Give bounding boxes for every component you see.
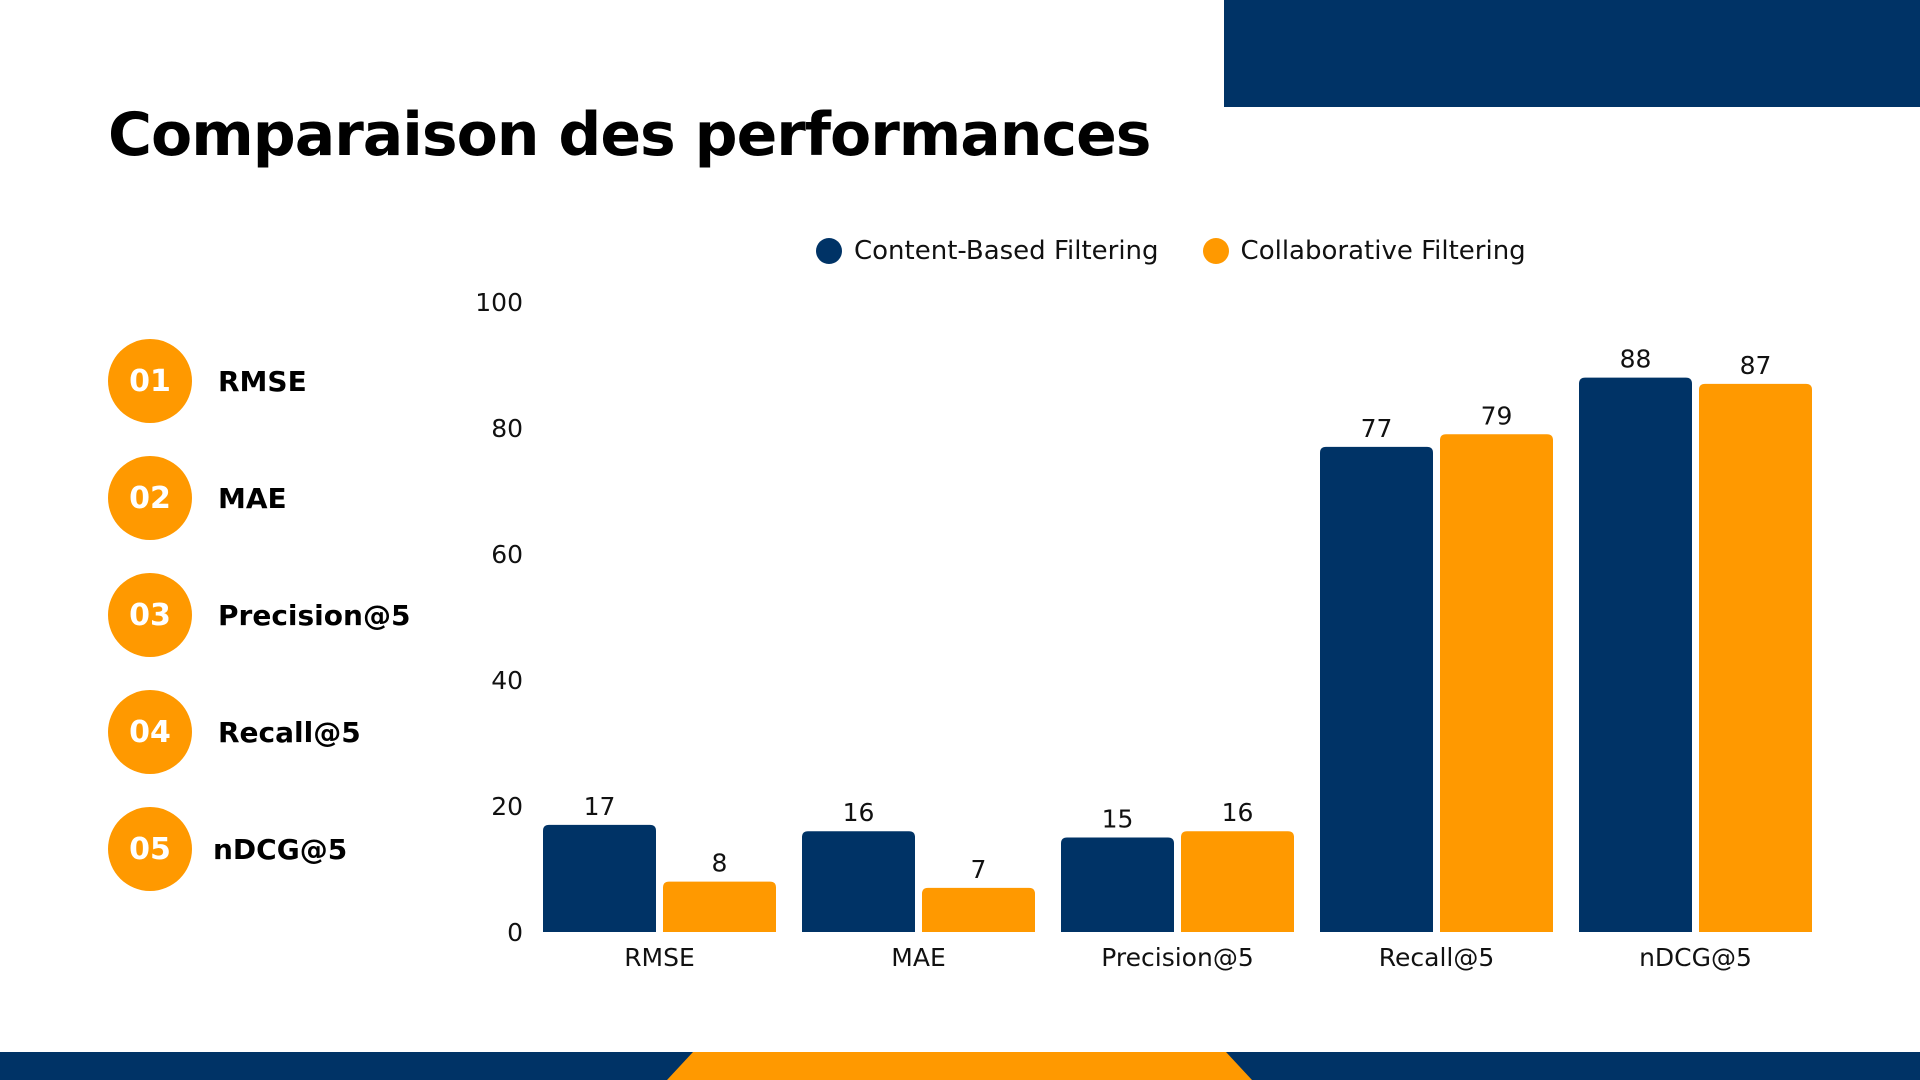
bar-value-label: 17 xyxy=(584,792,616,821)
metric-number-badge: 01 xyxy=(108,339,192,423)
metric-item-rmse: 01 RMSE xyxy=(108,339,307,423)
metric-item-mae: 02 MAE xyxy=(108,456,287,540)
bar xyxy=(1181,831,1294,932)
y-tick-label: 40 xyxy=(491,666,523,695)
metric-label: Precision@5 xyxy=(218,598,411,632)
bar-value-label: 15 xyxy=(1102,805,1134,834)
legend-label: Collaborative Filtering xyxy=(1240,236,1526,266)
bar xyxy=(1061,837,1174,932)
x-tick-label: Recall@5 xyxy=(1379,943,1495,972)
page-title: Comparaison des performances xyxy=(108,100,1151,170)
legend-swatch-orange xyxy=(1202,238,1229,264)
metric-item-precision: 03 Precision@5 xyxy=(108,573,410,657)
bar-value-label: 16 xyxy=(1222,798,1254,827)
bar xyxy=(543,824,656,932)
bar xyxy=(663,881,776,932)
metric-list: 01 RMSE 02 MAE 03 Precision@5 04 Recall@… xyxy=(108,0,438,1080)
y-tick-label: 60 xyxy=(491,540,523,569)
bar-value-label: 79 xyxy=(1481,401,1513,430)
chart-legend: Content-Based Filtering Collaborative Fi… xyxy=(816,236,1570,266)
bar-value-label: 77 xyxy=(1361,414,1393,443)
bar-value-label: 88 xyxy=(1620,345,1652,374)
x-tick-label: MAE xyxy=(891,943,945,972)
bar-value-label: 7 xyxy=(971,855,987,884)
y-tick-label: 80 xyxy=(491,414,523,443)
metric-label: Recall@5 xyxy=(218,715,361,749)
bar xyxy=(1440,434,1553,932)
legend-label: Content-Based Filtering xyxy=(854,236,1159,266)
top-decorative-band xyxy=(1224,0,1920,107)
metric-number-badge: 03 xyxy=(108,573,192,657)
metric-item-recall: 04 Recall@5 xyxy=(108,690,361,774)
metric-number-badge: 02 xyxy=(108,456,192,540)
x-tick-label: RMSE xyxy=(624,943,695,972)
legend-item-collaborative: Collaborative Filtering xyxy=(1202,236,1526,266)
metric-number-badge: 05 xyxy=(108,807,192,891)
bar-value-label: 16 xyxy=(843,798,875,827)
bar xyxy=(1579,377,1692,933)
legend-item-content-based: Content-Based Filtering xyxy=(816,236,1159,266)
y-tick-label: 0 xyxy=(507,918,523,947)
bar xyxy=(1320,446,1433,932)
x-tick-label: Precision@5 xyxy=(1101,943,1253,972)
bar xyxy=(802,831,915,932)
y-tick-label: 100 xyxy=(475,288,523,317)
metric-label: MAE xyxy=(218,481,287,515)
metric-label: nDCG@5 xyxy=(213,832,348,866)
metric-item-ndcg: 05 nDCG@5 xyxy=(108,807,347,891)
bar-value-label: 8 xyxy=(712,849,728,878)
bar xyxy=(922,887,1035,932)
metric-number-badge: 04 xyxy=(108,690,192,774)
y-tick-label: 20 xyxy=(491,792,523,821)
bar xyxy=(1699,383,1812,932)
bottom-orange-accent xyxy=(667,1052,1252,1080)
metric-label: RMSE xyxy=(218,364,307,398)
bar-value-label: 87 xyxy=(1740,351,1772,380)
x-tick-label: nDCG@5 xyxy=(1639,943,1752,972)
legend-swatch-navy xyxy=(816,238,842,264)
